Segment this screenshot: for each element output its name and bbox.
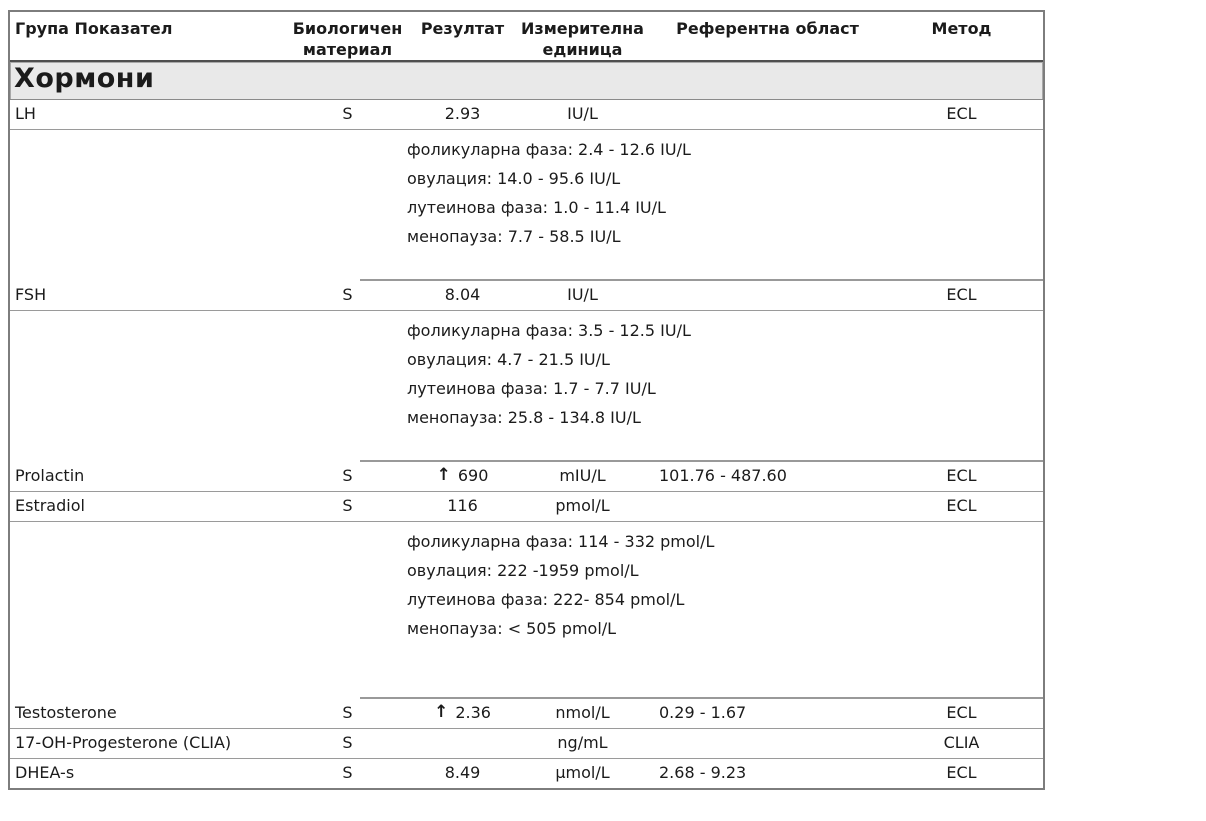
biological-material: S	[342, 733, 353, 752]
parameter-name: 17-OH-Progesterone (CLIA)	[15, 733, 232, 752]
reference-line: овулация: 222 -1959 pmol/L	[407, 561, 639, 580]
result-value: 8.04	[444, 285, 481, 304]
reference-line: фоликуларна фаза: 3.5 - 12.5 IU/L	[407, 321, 691, 340]
section-title: Хормони	[14, 63, 155, 94]
table-row-dhea-s: DHEA-s S 8.49 µmol/L 2.68 - 9.23 ECL	[10, 759, 1043, 788]
column-header-result: Резултат	[420, 19, 505, 38]
parameter-name: DHEA-s	[15, 763, 75, 782]
column-header-unit: Измерителна единица	[521, 19, 644, 59]
reference-cell: 2.68 - 9.23	[659, 763, 747, 782]
result-cell: ↑ 690	[415, 462, 510, 491]
high-value-arrow-icon: ↑	[436, 465, 451, 485]
column-header-group: Група Показател	[15, 19, 173, 38]
column-header-reference: Референтна област	[676, 19, 859, 38]
method-cell: ECL	[946, 496, 977, 515]
parameter-name: LH	[15, 104, 36, 123]
reference-line: лутеинова фаза: 1.0 - 11.4 IU/L	[407, 198, 666, 217]
biological-material: S	[342, 104, 353, 123]
biological-material: S	[342, 496, 353, 515]
unit-cell: pmol/L	[555, 496, 610, 515]
reference-details-inner: фоликуларна фаза: 3.5 - 12.5 IU/L овулац…	[360, 311, 1043, 462]
reference-line: фоликуларна фаза: 114 - 332 pmol/L	[407, 532, 715, 551]
section-header-hormones: Хормони	[10, 62, 1043, 100]
method-cell: ECL	[946, 763, 977, 782]
method-cell: ECL	[946, 703, 977, 722]
result-value: 2.93	[444, 104, 481, 123]
reference-line: овулация: 14.0 - 95.6 IU/L	[407, 169, 621, 188]
reference-details-estradiol: фоликуларна фаза: 114 - 332 pmol/L овула…	[10, 522, 1043, 699]
table-header-row: Група Показател Биологичен материал Резу…	[10, 12, 1043, 62]
result-cell: 8.49	[415, 759, 510, 788]
reference-details-lh: фоликуларна фаза: 2.4 - 12.6 IU/L овулац…	[10, 130, 1043, 281]
result-cell: 2.93	[415, 100, 510, 129]
reference-cell	[655, 492, 880, 521]
reference-cell: 0.29 - 1.67	[659, 703, 747, 722]
reference-line: лутеинова фаза: 222- 854 pmol/L	[407, 590, 685, 609]
result-value: 690	[457, 466, 489, 485]
result-cell: 8.04	[415, 281, 510, 310]
column-header-method: Метод	[931, 19, 992, 38]
reference-cell	[655, 281, 880, 310]
unit-cell: ng/mL	[557, 733, 608, 752]
unit-cell: nmol/L	[555, 703, 610, 722]
biological-material: S	[342, 285, 353, 304]
lab-results-table: Група Показател Биологичен материал Резу…	[8, 10, 1045, 790]
result-cell: 116	[415, 492, 510, 521]
unit-cell: IU/L	[567, 104, 598, 123]
method-cell: ECL	[946, 466, 977, 485]
reference-line: менопауза: 7.7 - 58.5 IU/L	[407, 227, 621, 246]
result-cell	[415, 729, 510, 758]
reference-cell: 101.76 - 487.60	[659, 466, 787, 485]
table-row-lh: LH S 2.93 IU/L ECL	[10, 100, 1043, 130]
table-row-17oh-progesterone: 17-OH-Progesterone (CLIA) S ng/mL CLIA	[10, 729, 1043, 759]
reference-details-fsh: фоликуларна фаза: 3.5 - 12.5 IU/L овулац…	[10, 311, 1043, 462]
unit-cell: IU/L	[567, 285, 598, 304]
parameter-name: Estradiol	[15, 496, 85, 515]
reference-details-inner: фоликуларна фаза: 114 - 332 pmol/L овула…	[360, 522, 1043, 699]
parameter-name: Testosterone	[15, 703, 117, 722]
method-cell: ECL	[946, 285, 977, 304]
biological-material: S	[342, 703, 353, 722]
high-value-arrow-icon: ↑	[434, 702, 449, 722]
parameter-name: FSH	[15, 285, 47, 304]
table-row-prolactin: Prolactin S ↑ 690 mIU/L 101.76 - 487.60 E…	[10, 462, 1043, 492]
result-value: 116	[447, 496, 478, 515]
reference-line: менопауза: < 505 pmol/L	[407, 619, 617, 638]
result-value: 8.49	[444, 763, 481, 782]
method-cell: ECL	[946, 104, 977, 123]
reference-line: овулация: 4.7 - 21.5 IU/L	[407, 350, 610, 369]
column-header-material: Биологичен материал	[292, 19, 403, 59]
reference-cell	[655, 100, 880, 129]
table-row-fsh: FSH S 8.04 IU/L ECL	[10, 281, 1043, 311]
reference-line: менопауза: 25.8 - 134.8 IU/L	[407, 408, 641, 427]
unit-cell: µmol/L	[555, 763, 610, 782]
biological-material: S	[342, 763, 353, 782]
biological-material: S	[342, 466, 353, 485]
result-value: 2.36	[455, 703, 491, 722]
reference-line: фоликуларна фаза: 2.4 - 12.6 IU/L	[407, 140, 691, 159]
result-cell: ↑ 2.36	[415, 699, 510, 728]
table-row-testosterone: Testosterone S ↑ 2.36 nmol/L 0.29 - 1.67 …	[10, 699, 1043, 729]
parameter-name: Prolactin	[15, 466, 85, 485]
method-cell: CLIA	[943, 733, 980, 752]
reference-line: лутеинова фаза: 1.7 - 7.7 IU/L	[407, 379, 656, 398]
table-row-estradiol: Estradiol S 116 pmol/L ECL	[10, 492, 1043, 522]
unit-cell: mIU/L	[559, 466, 606, 485]
reference-cell	[655, 729, 880, 758]
reference-details-inner: фоликуларна фаза: 2.4 - 12.6 IU/L овулац…	[360, 130, 1043, 281]
